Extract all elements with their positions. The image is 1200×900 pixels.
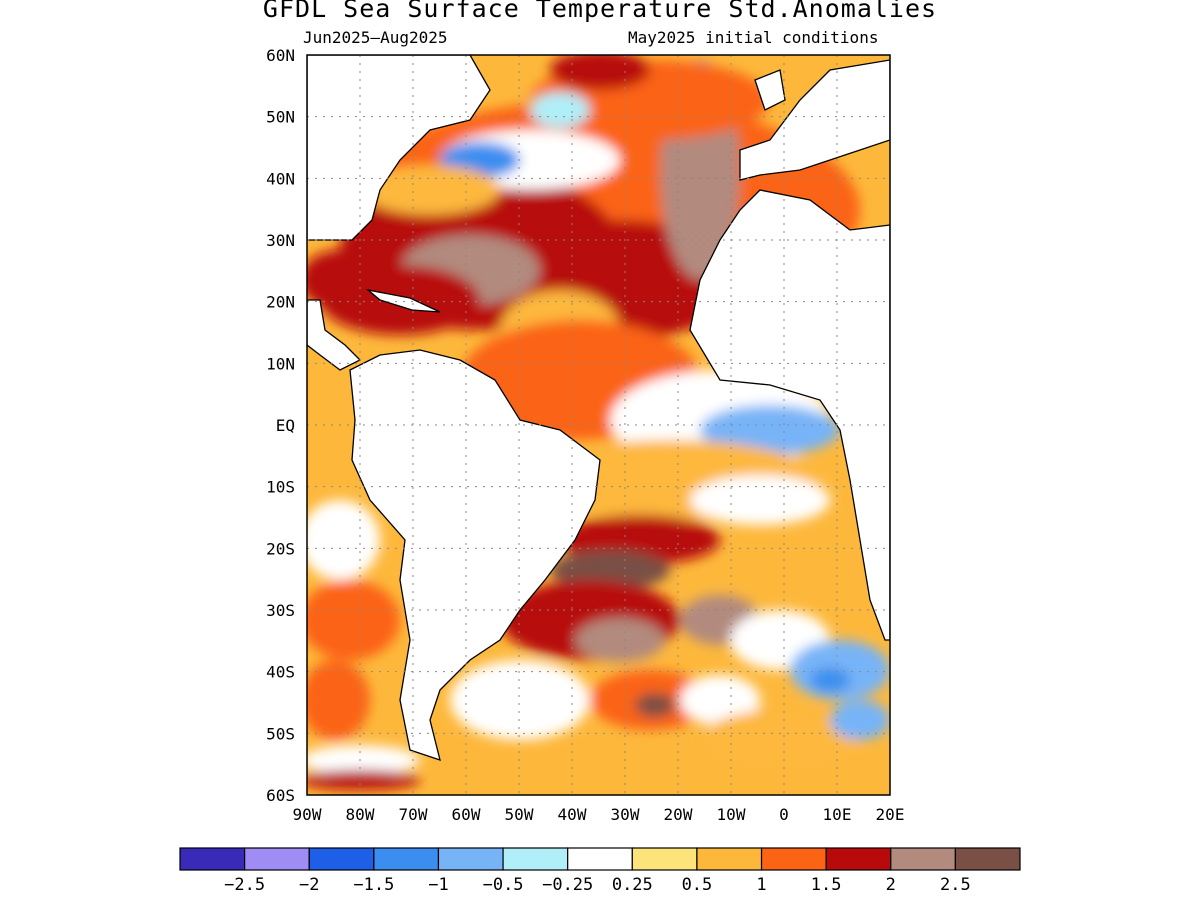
lat-label: 50S [266, 724, 295, 743]
lat-label: 50N [266, 108, 295, 127]
initial-conditions: May2025 initial conditions [628, 28, 879, 47]
colorbar-swatch [502, 847, 569, 871]
forecast-period: Jun2025–Aug2025 [303, 28, 448, 47]
latitude-labels: 60N 50N 40N 30N 20N 10N EQ 10S 20S 30S 40S 50S 60S [266, 46, 295, 805]
lat-label: 40N [266, 169, 295, 188]
colorbar-swatch [890, 847, 956, 871]
south-america-land [349, 349, 601, 761]
lon-label: 50W [505, 805, 534, 824]
lon-label: 70W [399, 805, 428, 824]
colorbar-label: −2 [299, 875, 319, 895]
lat-label: 20S [266, 539, 295, 558]
africa-land [689, 189, 890, 641]
colorbar-swatch [437, 847, 504, 871]
lon-label: 0 [779, 805, 789, 824]
lat-label: 60N [266, 46, 295, 65]
lon-label: 80W [346, 805, 375, 824]
colorbar-label: −0.5 [483, 875, 524, 895]
colorbar-swatch [954, 847, 1021, 871]
colorbar-label: −1 [428, 875, 448, 895]
colorbar-swatch [760, 847, 827, 871]
colorbar-label: 1 [756, 875, 766, 895]
lat-label: 10S [266, 478, 295, 497]
colorbar-label: −0.25 [542, 875, 593, 895]
colorbar-label: 0.25 [612, 875, 653, 895]
lat-label: EQ [276, 416, 295, 435]
land-masses [307, 55, 890, 761]
europe-land [739, 59, 890, 181]
colorbar-swatch [567, 847, 633, 871]
colorbar-swatch [373, 847, 440, 871]
lon-label: 10W [717, 805, 746, 824]
lon-label: 10E [823, 805, 852, 824]
colorbar-swatch [308, 847, 375, 871]
cuba-land [365, 288, 441, 313]
colorbar-label: 1.5 [811, 875, 842, 895]
colorbar-label: −2.5 [224, 875, 265, 895]
colorbar-swatch [825, 847, 892, 871]
north-america-land [307, 55, 491, 241]
map-title: GFDL Sea Surface Temperature Std.Anomali… [262, 0, 938, 23]
colorbar-swatch [696, 847, 763, 871]
lat-label: 20N [266, 293, 295, 312]
map-frame [306, 54, 891, 796]
colorbar-label: −1.5 [353, 875, 394, 895]
lon-label: 20E [876, 805, 905, 824]
uk-land [754, 69, 786, 111]
longitude-labels: 90W 80W 70W 60W 50W 40W 30W 20W 10W 0 10E 20E [293, 805, 905, 824]
lat-label: 40S [266, 663, 295, 682]
lat-label: 10N [266, 354, 295, 373]
colorbar-labels: −2.5 −2 −1.5 −1 −0.5 −0.25 0.25 0.5 1 1.5 2 2.5 [224, 875, 971, 895]
lon-label: 60W [452, 805, 481, 824]
lon-label: 90W [293, 805, 322, 824]
colorbar-swatch [179, 847, 246, 871]
colorbar-swatch [631, 847, 698, 871]
colorbar-label: 2 [886, 875, 896, 895]
lon-label: 20W [664, 805, 693, 824]
colorbar-label: 0.5 [682, 875, 713, 895]
anomaly-field [307, 55, 890, 795]
lat-label: 30N [266, 231, 295, 250]
lon-label: 40W [558, 805, 587, 824]
lat-label: 30S [266, 601, 295, 620]
colorbar [179, 847, 1021, 871]
colorbar-label: 2.5 [940, 875, 971, 895]
lat-label: 60S [266, 786, 295, 805]
colorbar-swatch [244, 847, 310, 871]
lon-label: 30W [611, 805, 640, 824]
